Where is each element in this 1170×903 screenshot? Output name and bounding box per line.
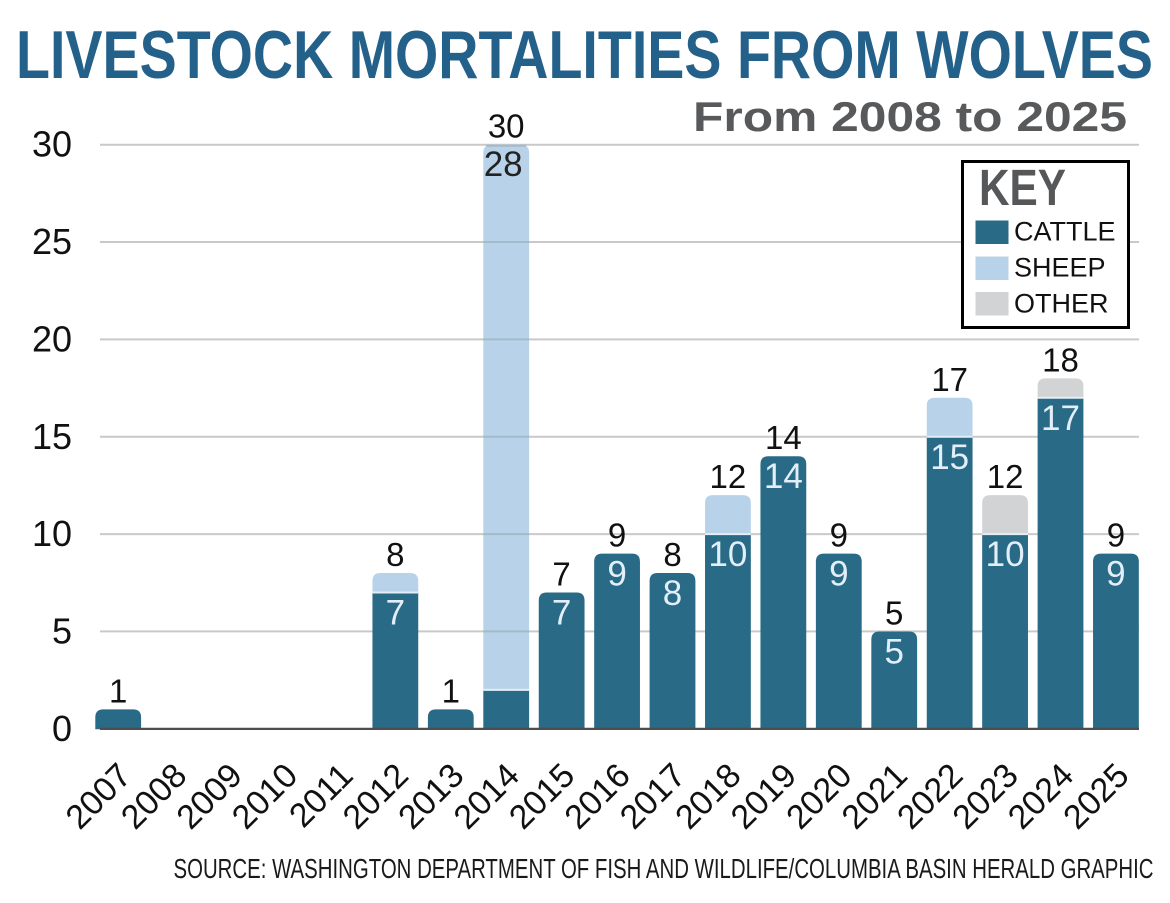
svg-text:SOURCE: WASHINGTON DEPARTMENT: SOURCE: WASHINGTON DEPARTMENT OF FISH AN… bbox=[174, 853, 1154, 884]
svg-text:10: 10 bbox=[708, 535, 747, 574]
svg-text:1: 1 bbox=[109, 672, 127, 709]
svg-text:25: 25 bbox=[32, 221, 72, 262]
svg-text:SHEEP: SHEEP bbox=[1014, 253, 1106, 283]
svg-text:10: 10 bbox=[986, 535, 1025, 574]
svg-text:30: 30 bbox=[488, 108, 525, 145]
svg-text:5: 5 bbox=[885, 594, 903, 631]
svg-text:14: 14 bbox=[765, 419, 802, 456]
svg-text:9: 9 bbox=[1107, 517, 1125, 554]
svg-text:17: 17 bbox=[931, 361, 968, 398]
svg-text:1: 1 bbox=[442, 672, 460, 709]
svg-text:9: 9 bbox=[1106, 555, 1125, 594]
svg-text:8: 8 bbox=[386, 536, 404, 573]
svg-text:From 2008 to 2025: From 2008 to 2025 bbox=[693, 93, 1127, 140]
svg-text:12: 12 bbox=[987, 458, 1024, 495]
svg-text:LIVESTOCK MORTALITIES FROM WOL: LIVESTOCK MORTALITIES FROM WOLVES bbox=[16, 18, 1153, 93]
svg-text:KEY: KEY bbox=[979, 159, 1066, 216]
svg-text:CATTLE: CATTLE bbox=[1014, 217, 1116, 247]
svg-text:7: 7 bbox=[552, 556, 570, 593]
svg-text:8: 8 bbox=[663, 574, 682, 613]
svg-text:15: 15 bbox=[32, 416, 72, 457]
svg-text:12: 12 bbox=[710, 458, 747, 495]
svg-text:OTHER: OTHER bbox=[1014, 289, 1109, 319]
svg-text:5: 5 bbox=[884, 632, 903, 671]
svg-text:15: 15 bbox=[930, 438, 969, 477]
svg-text:9: 9 bbox=[830, 517, 848, 554]
svg-text:10: 10 bbox=[32, 513, 72, 554]
svg-text:14: 14 bbox=[764, 457, 803, 496]
svg-text:20: 20 bbox=[32, 318, 72, 359]
svg-text:7: 7 bbox=[386, 594, 405, 633]
svg-text:28: 28 bbox=[484, 145, 523, 184]
svg-text:5: 5 bbox=[52, 610, 72, 651]
svg-text:7: 7 bbox=[552, 594, 571, 633]
svg-text:9: 9 bbox=[829, 555, 848, 594]
svg-text:0: 0 bbox=[52, 708, 72, 749]
svg-text:17: 17 bbox=[1041, 399, 1080, 438]
svg-text:8: 8 bbox=[663, 536, 681, 573]
svg-text:9: 9 bbox=[607, 555, 626, 594]
svg-text:30: 30 bbox=[32, 124, 72, 165]
svg-text:18: 18 bbox=[1042, 341, 1079, 378]
svg-text:9: 9 bbox=[608, 517, 626, 554]
